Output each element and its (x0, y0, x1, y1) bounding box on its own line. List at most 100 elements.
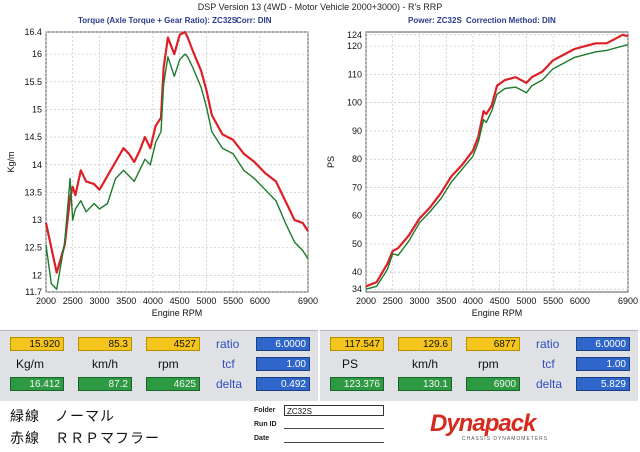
x-tick-label: 3000 (89, 296, 109, 306)
y-tick-label: 120 (347, 41, 362, 51)
y-axis-label: Kg/m (6, 151, 16, 172)
y-tick-label: 14 (32, 160, 42, 170)
delta-value: 5.829 (576, 377, 630, 391)
ratio-label: ratio (536, 337, 560, 351)
plot-area (365, 31, 629, 293)
y-tick-label: 11.7 (25, 287, 42, 297)
torque-correction: Corr: DIN (236, 16, 272, 25)
x-axis-label: Engine RPM (472, 308, 523, 318)
tcf-label: tcf (222, 357, 235, 371)
torque-rrp-value: 15.920 (10, 337, 64, 351)
y-tick-label: 110 (348, 69, 362, 79)
ratio-value: 6.0000 (256, 337, 310, 351)
y-tick-label: 12.5 (24, 243, 42, 253)
speed-unit-label: km/h (92, 357, 119, 371)
speed-normal-value: 87.2 (78, 377, 132, 391)
rpm-rrp-value: 6877 (466, 337, 520, 351)
rpm-unit-label: rpm (478, 357, 499, 371)
x-tick-label: 4000 (143, 296, 163, 306)
y-tick-label: 15.5 (24, 77, 42, 87)
plot-area (45, 31, 309, 293)
y-tick-label: 80 (352, 154, 362, 164)
dynapack-logo-tagline: CHASSIS DYNAMOMETERS (462, 436, 549, 442)
ratio-value: 6.0000 (576, 337, 630, 351)
y-tick-label: 13.5 (24, 187, 42, 197)
normal-series-line (45, 53, 309, 290)
rpm-normal-value: 6900 (466, 377, 520, 391)
power-readout-panel: 117.547 129.6 6877 PS km/h rpm 123.376 1… (320, 330, 638, 401)
folder-field: ZC32S (284, 405, 384, 416)
torque-normal-value: 16.412 (10, 377, 64, 391)
y-tick-label: 14.5 (24, 132, 42, 142)
torque-subtitle: Torque (Axle Torque + Gear Ratio): ZC32S (78, 16, 238, 25)
delta-label: delta (216, 377, 243, 391)
power-rrp-value: 117.547 (330, 337, 384, 351)
speed-rrp-value: 129.6 (398, 337, 452, 351)
delta-label: delta (536, 377, 563, 391)
x-tick-label: 5000 (196, 296, 216, 306)
rrp-series-line (44, 30, 309, 274)
power-normal-value: 123.376 (330, 377, 384, 391)
tcf-value: 1.00 (576, 357, 630, 371)
x-tick-label: 6000 (570, 296, 590, 306)
x-tick-label: 2500 (383, 296, 403, 306)
power-correction: Correction Method: DIN (466, 16, 556, 25)
ratio-label: ratio (216, 337, 240, 351)
rpm-rrp-value: 4527 (146, 337, 200, 351)
x-tick-label: 6000 (250, 296, 270, 306)
y-tick-label: 12 (32, 270, 42, 280)
power-unit-label: PS (342, 357, 359, 371)
speed-unit-label: km/h (412, 357, 439, 371)
x-tick-label: 4000 (463, 296, 483, 306)
run-id-field (284, 428, 384, 429)
folder-label: Folder (254, 407, 276, 414)
normal-series-line (365, 44, 629, 290)
date-field (284, 442, 384, 443)
y-tick-label: 100 (347, 98, 362, 108)
x-tick-label: 3500 (436, 296, 456, 306)
y-tick-label: 70 (352, 182, 362, 192)
y-tick-label: 40 (352, 267, 362, 277)
y-tick-label: 16.4 (24, 27, 42, 37)
x-tick-label: 5500 (543, 296, 563, 306)
rpm-normal-value: 4625 (146, 377, 200, 391)
x-tick-label: 2000 (356, 296, 376, 306)
y-tick-label: 124 (347, 30, 362, 40)
x-tick-label: 4500 (490, 296, 510, 306)
speed-rrp-value: 85.3 (78, 337, 132, 351)
x-axis-label: Engine RPM (152, 308, 203, 318)
y-tick-label: 15 (32, 104, 42, 114)
x-tick-label: 2500 (63, 296, 83, 306)
delta-value: 0.492 (256, 377, 310, 391)
speed-normal-value: 130.1 (398, 377, 452, 391)
date-label: Date (254, 435, 270, 442)
x-tick-label: 3500 (116, 296, 136, 306)
rpm-unit-label: rpm (158, 357, 179, 371)
x-tick-label: 3000 (409, 296, 429, 306)
tcf-value: 1.00 (256, 357, 310, 371)
rrp-series-line (365, 33, 629, 288)
legend-normal: 緑線 ノーマル (10, 408, 115, 424)
y-tick-label: 90 (352, 126, 362, 136)
y-tick-label: 13 (32, 215, 42, 225)
torque-unit-label: Kg/m (16, 357, 45, 371)
x-tick-label: 2000 (36, 296, 56, 306)
dynapack-logo: Dynapack (430, 410, 536, 437)
x-tick-label: 5000 (516, 296, 536, 306)
torque-chart: 11.7 12 12.5 13 13.5 14 14.5 15 15.5 16 16.4 2000 25… (6, 27, 318, 318)
tcf-label: tcf (542, 357, 555, 371)
torque-readout-panel: 15.920 85.3 4527 Kg/m km/h rpm 16.412 87… (0, 330, 318, 401)
y-tick-label: 34 (352, 284, 362, 294)
legend-rrp: 赤線 ＲＲＰマフラー (10, 430, 160, 446)
power-subtitle: Power: ZC32S (408, 16, 462, 25)
y-axis-label: PS (326, 156, 336, 168)
y-tick-label: 60 (352, 211, 362, 221)
y-tick-label: 16 (32, 49, 42, 59)
run-id-label: Run ID (254, 421, 277, 428)
x-tick-label: 6900 (618, 296, 638, 306)
y-tick-label: 50 (352, 239, 362, 249)
x-tick-label: 4500 (170, 296, 190, 306)
x-tick-label: 6900 (298, 296, 318, 306)
